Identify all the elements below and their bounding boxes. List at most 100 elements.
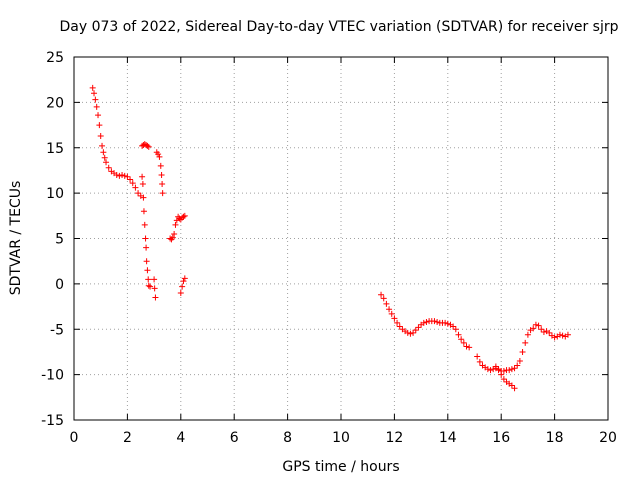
data-point xyxy=(93,103,100,110)
data-point xyxy=(144,142,151,149)
data-point xyxy=(380,295,387,302)
x-tick-label: 20 xyxy=(599,430,617,446)
x-tick-label: 0 xyxy=(70,430,79,446)
data-point xyxy=(455,331,462,338)
data-point xyxy=(129,180,136,187)
data-point xyxy=(152,294,159,301)
data-point xyxy=(119,171,126,178)
data-point xyxy=(524,331,531,338)
plot-frame xyxy=(73,56,609,421)
data-point xyxy=(97,132,104,139)
data-point xyxy=(143,258,150,265)
data-point xyxy=(145,282,152,289)
y-tick-label: 0 xyxy=(55,277,64,293)
data-point xyxy=(171,230,178,237)
x-tick-label: 4 xyxy=(176,430,185,446)
x-tick-label: 16 xyxy=(492,430,510,446)
data-point xyxy=(508,366,515,373)
chart-title: Day 073 of 2022, Sidereal Day-to-day VTE… xyxy=(59,19,618,35)
data-point xyxy=(500,367,507,374)
data-point xyxy=(177,289,184,296)
y-tick-label: 5 xyxy=(55,232,64,248)
data-point xyxy=(500,376,507,383)
data-point xyxy=(463,343,470,350)
data-point xyxy=(132,184,139,191)
data-point xyxy=(391,315,398,322)
data-point xyxy=(522,339,529,346)
data-point xyxy=(167,235,174,242)
data-point xyxy=(484,366,491,373)
data-point xyxy=(159,190,166,197)
y-tick-label: 25 xyxy=(46,50,64,66)
data-point xyxy=(92,96,99,103)
data-point xyxy=(410,329,417,336)
data-point xyxy=(506,367,513,374)
data-point xyxy=(530,325,537,332)
data-point xyxy=(474,353,481,360)
y-axis-label: SDTVAR / TECUs xyxy=(8,181,24,296)
data-point xyxy=(158,171,165,178)
data-point xyxy=(431,318,438,325)
data-point xyxy=(124,173,131,180)
data-point xyxy=(155,151,162,158)
data-point xyxy=(145,276,152,283)
y-tick-label: -15 xyxy=(41,413,64,429)
data-point xyxy=(156,153,163,160)
data-point xyxy=(142,235,149,242)
data-point xyxy=(404,329,411,336)
data-point xyxy=(180,278,187,285)
data-point xyxy=(415,324,422,331)
data-point xyxy=(532,321,539,328)
data-point xyxy=(519,348,526,355)
data-point xyxy=(434,318,441,325)
data-point xyxy=(140,208,147,215)
data-point xyxy=(147,283,154,290)
data-point xyxy=(460,339,467,346)
x-tick-label: 12 xyxy=(385,430,403,446)
x-tick-label: 2 xyxy=(123,430,132,446)
y-tick-label: 15 xyxy=(46,141,64,157)
data-point xyxy=(487,367,494,374)
data-point xyxy=(95,112,102,119)
data-point xyxy=(105,164,112,171)
data-point xyxy=(101,154,108,161)
data-point xyxy=(127,176,134,183)
data-point xyxy=(135,190,142,197)
x-tick-label: 8 xyxy=(283,430,292,446)
data-point xyxy=(151,276,158,283)
data-point xyxy=(181,212,188,219)
data-point xyxy=(508,382,515,389)
x-axis-label: GPS time / hours xyxy=(282,459,399,475)
data-point xyxy=(394,319,401,326)
data-point xyxy=(444,320,451,327)
data-point xyxy=(388,310,395,317)
y-tick-label: -10 xyxy=(41,368,64,384)
y-tick-label: -5 xyxy=(50,322,64,338)
data-point xyxy=(476,358,483,365)
data-point xyxy=(121,172,128,179)
data-point xyxy=(407,330,414,337)
data-point xyxy=(564,331,571,338)
data-point xyxy=(514,362,521,369)
data-point xyxy=(145,143,152,150)
data-point xyxy=(99,142,106,149)
data-point xyxy=(490,366,497,373)
x-tick-label: 10 xyxy=(332,430,350,446)
data-point xyxy=(96,122,103,129)
y-tick-label: 20 xyxy=(46,95,64,111)
data-point xyxy=(144,267,151,274)
grid xyxy=(74,57,608,420)
x-tick-label: 6 xyxy=(230,430,239,446)
data-point xyxy=(423,318,430,325)
data-point xyxy=(516,358,523,365)
data-point xyxy=(538,326,545,333)
data-point xyxy=(559,332,566,339)
data-point xyxy=(157,162,164,169)
data-point xyxy=(442,319,449,326)
data-points xyxy=(89,84,571,392)
x-tick-label: 14 xyxy=(439,430,457,446)
data-point xyxy=(540,328,547,335)
data-point xyxy=(176,215,183,222)
data-point xyxy=(116,172,123,179)
